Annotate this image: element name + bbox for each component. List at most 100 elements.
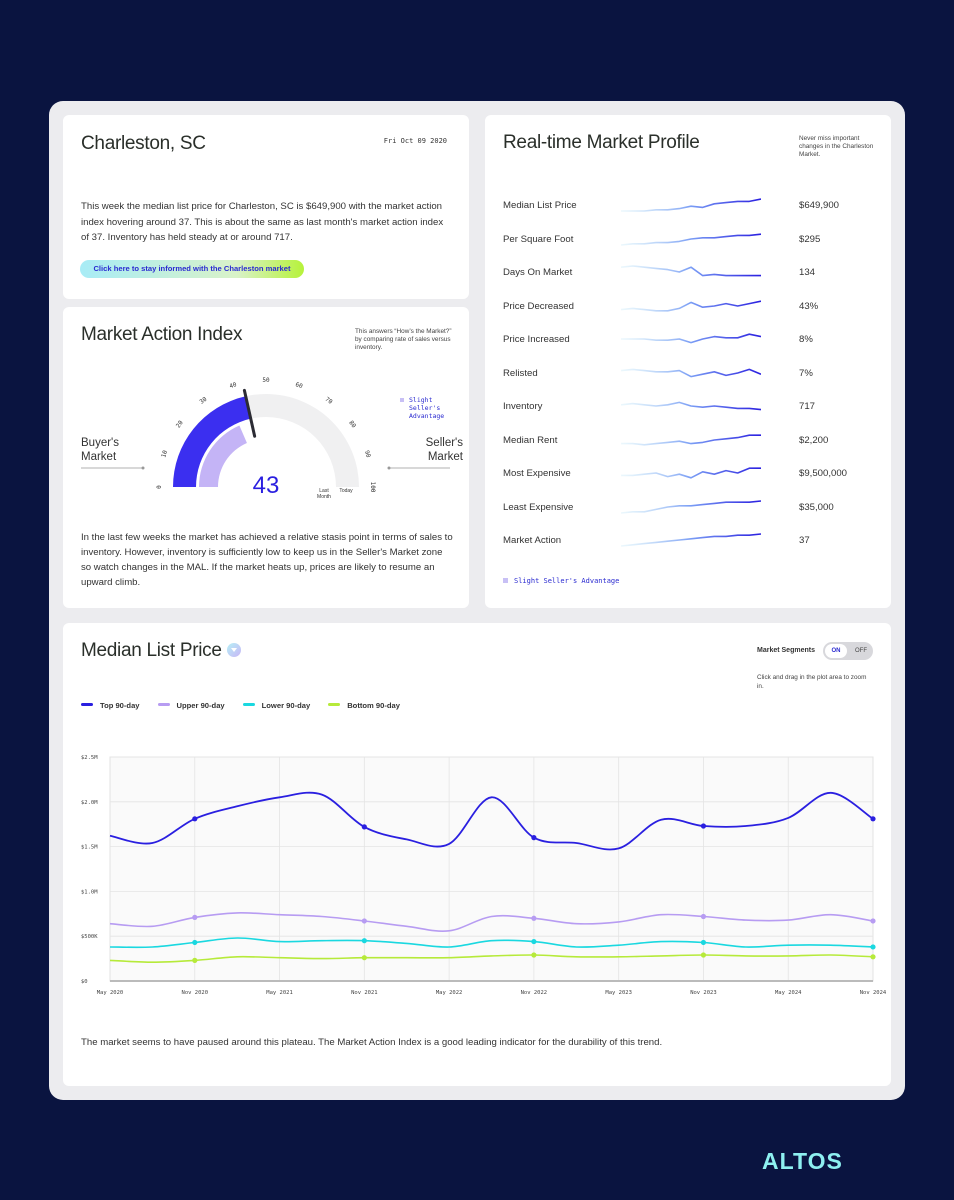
series-point	[531, 952, 537, 958]
profile-sparkline	[621, 499, 761, 514]
last-month-label: Last Month	[317, 488, 331, 500]
series-point	[192, 939, 198, 946]
series-point	[870, 954, 876, 960]
profile-legend-label: Slight Seller's Advantage	[514, 577, 620, 585]
series-line-upper-90-day	[109, 912, 874, 932]
gauge-tick-label: 100	[369, 482, 376, 493]
profile-sparkline	[621, 265, 761, 277]
mai-description: This answers “How’s the Market?” by comp…	[355, 328, 452, 352]
profile-row: Market Action 37	[503, 530, 873, 550]
x-tick-label: Nov 2021	[351, 990, 378, 996]
sparkline-path	[621, 368, 761, 377]
plot-area	[109, 756, 874, 982]
median-list-price-card: Median List Price Market Segments ON OFF…	[63, 623, 891, 1086]
profile-row-value: 43%	[799, 300, 819, 312]
profile-row-label: Most Expensive	[503, 468, 571, 479]
x-tick-label: Nov 2023	[690, 990, 717, 996]
location-summary: This week the median list price for Char…	[81, 201, 444, 243]
profile-sparkline	[621, 533, 761, 547]
y-tick-label: $1.5M	[81, 845, 98, 851]
market-action-index-card: Market Action Index This answers “How’s …	[63, 307, 469, 608]
profile-row-label: Market Action	[503, 535, 562, 546]
profile-row-label: Inventory	[503, 401, 543, 412]
gauge-tick-label: 70	[324, 396, 334, 406]
legend-label: Upper 90-day	[176, 701, 225, 710]
gauge-fill-last-month	[199, 425, 247, 487]
sparkline-path	[621, 533, 761, 547]
profile-row: Inventory 717	[503, 396, 873, 416]
profile-sparkline	[621, 401, 761, 411]
profile-note: Never miss important changes in the Char…	[799, 135, 874, 159]
series-point	[870, 944, 876, 950]
profile-row: Relisted 7%	[503, 363, 873, 383]
location-title: Charleston, SC	[81, 133, 206, 154]
profile-row-label: Price Decreased	[503, 300, 574, 312]
x-tick-label: Nov 2022	[521, 990, 548, 996]
sparkline-path	[621, 401, 761, 411]
series-line-lower-90-day	[109, 937, 874, 949]
market-segments-label: Market Segments	[757, 647, 815, 654]
gauge-tick-label: 40	[229, 381, 238, 390]
profile-sparkline	[621, 467, 761, 479]
gauge-tick-label: 60	[294, 381, 303, 390]
legend-swatch	[242, 703, 255, 706]
series-point	[531, 835, 537, 841]
sparkline-path	[621, 333, 761, 344]
x-tick-label: May 2021	[266, 990, 293, 996]
gauge-needle	[242, 388, 257, 438]
profile-row-label: Per Square Foot	[503, 233, 574, 245]
profile-row-value: $2,200	[799, 434, 829, 446]
chart-title-text: Median List Price	[81, 640, 222, 661]
buyers-market-label: Buyer's Market	[81, 437, 119, 463]
gauge-ticks: 0 10 20 30 40 50 60 70 80 90 100	[156, 377, 376, 493]
profile-row: Price Increased 8%	[503, 329, 873, 349]
series-line-top-90-day	[109, 791, 874, 851]
sparkline-path	[621, 299, 761, 312]
profile-row: Days On Market 134	[503, 262, 873, 282]
legend-item[interactable]: Upper 90-day	[157, 701, 225, 710]
gauge-value: 43	[253, 472, 280, 499]
mai-status: Slight Seller's Advantage	[409, 396, 444, 420]
legend-item[interactable]: Bottom 90-day	[328, 701, 400, 710]
series-point	[192, 914, 198, 920]
status-swatch	[400, 398, 404, 402]
profile-row-value: 717	[799, 401, 816, 412]
mai-title: Market Action Index	[81, 324, 243, 345]
x-tick-label: May 2023	[605, 990, 632, 996]
chart-title: Median List Price	[81, 640, 241, 662]
x-tick-label: Nov 2020	[182, 990, 209, 996]
y-tick-label: $0	[81, 979, 88, 985]
chevron-down-icon[interactable]	[226, 643, 241, 657]
profile-row-value: $649,900	[799, 200, 840, 211]
legend-item[interactable]: Lower 90-day	[242, 701, 310, 710]
gauge-tick-label: 30	[198, 396, 208, 406]
y-tick-label: $2.0M	[81, 800, 98, 806]
series-point	[361, 955, 367, 961]
profile-row-value: $35,000	[799, 501, 834, 513]
profile-row-label: Median Rent	[503, 434, 558, 446]
zoom-note: Click and drag in the plot area to zoom …	[757, 674, 867, 690]
seller-underline-dot	[387, 466, 391, 470]
profile-title: Real-time Market Profile	[503, 132, 700, 153]
profile-row: Per Square Foot $295	[503, 229, 873, 249]
series-point	[700, 823, 707, 829]
toggle-off[interactable]: OFF	[855, 648, 867, 654]
series-point	[361, 824, 367, 830]
series-point	[192, 816, 198, 822]
gauge-tick-label: 0	[156, 485, 163, 489]
legend-label: Bottom 90-day	[347, 701, 400, 710]
series-point	[192, 957, 198, 963]
profile-row-label: Days On Market	[503, 267, 573, 278]
legend-swatch	[81, 703, 93, 706]
toggle-on[interactable]: ON	[825, 644, 847, 658]
median-list-price-chart[interactable]: $0 $500K $1.0M $1.5M $2.0M $2.5M May 2020 Nov 2…	[63, 745, 891, 1005]
market-segments-toggle[interactable]: ON OFF	[823, 642, 873, 660]
series-point	[361, 938, 367, 944]
stay-informed-button[interactable]: Click here to stay informed with the Cha…	[80, 260, 304, 278]
profile-sparkline	[621, 333, 761, 344]
profile-row-value: 7%	[799, 367, 813, 379]
legend-item[interactable]: Top 90-day	[81, 701, 140, 710]
profile-sparkline	[621, 368, 761, 377]
gauge-tick-label: 90	[363, 450, 372, 459]
sparkline-path	[621, 433, 761, 446]
